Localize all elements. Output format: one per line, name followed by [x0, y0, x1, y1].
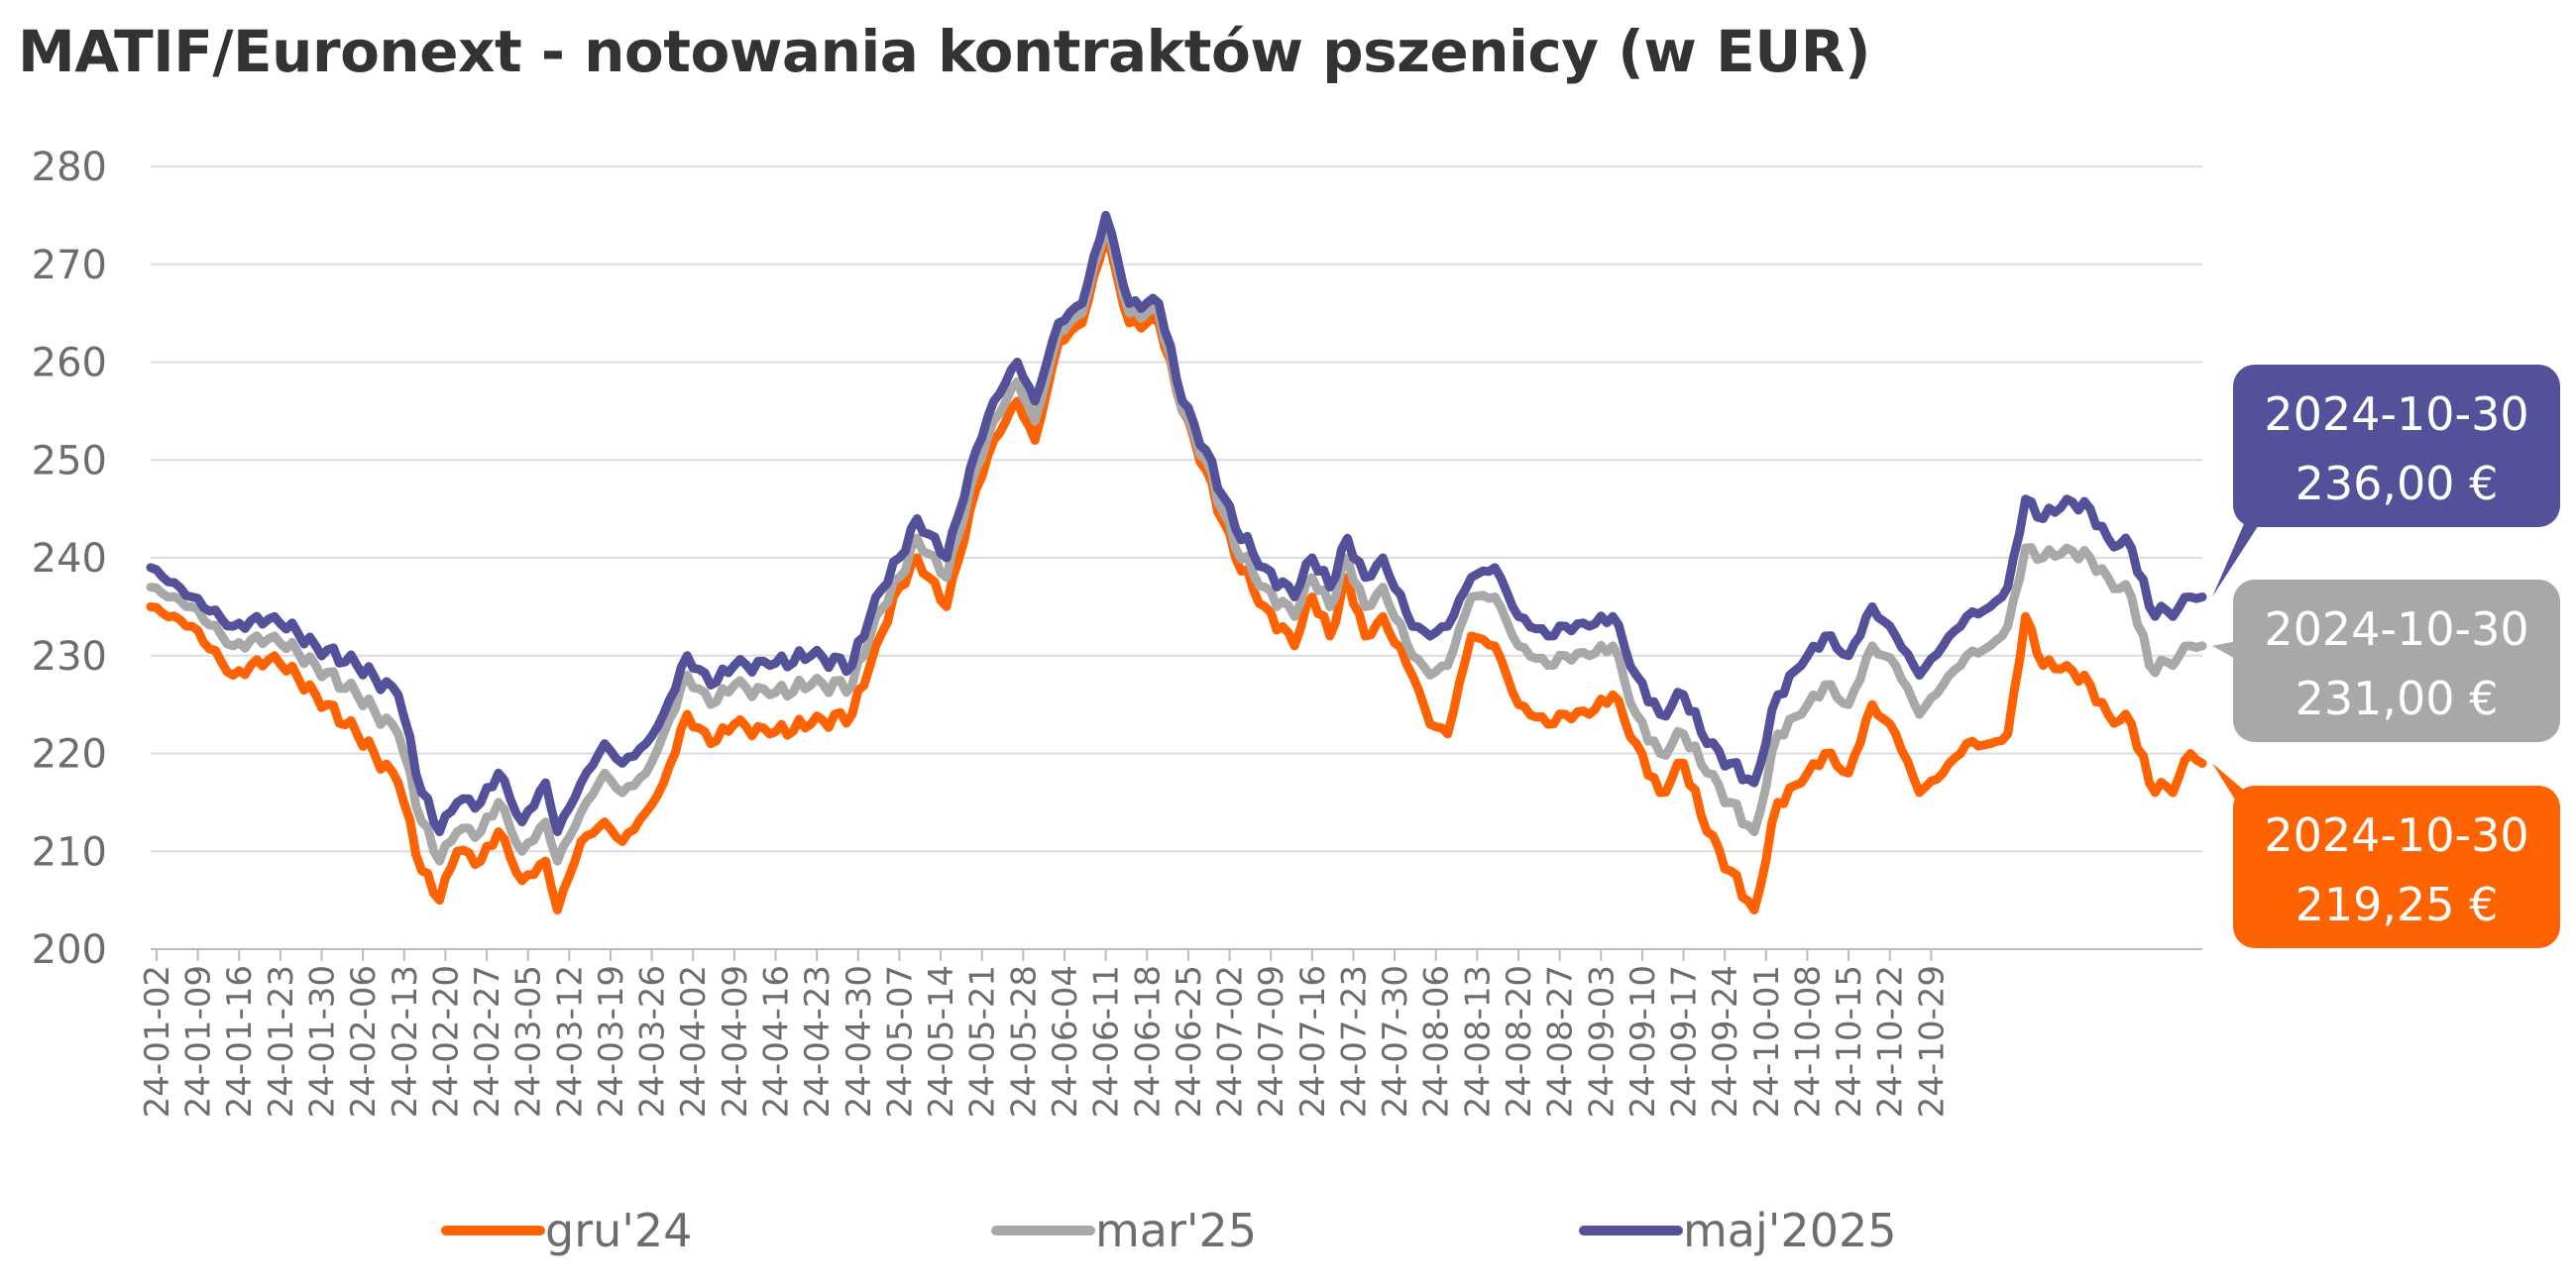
- x-tick-label: 24-10-08: [1788, 965, 1828, 1118]
- x-tick-label: 24-01-30: [303, 965, 343, 1118]
- x-axis-ticks: 24-01-02 24-01-09 24-01-16 24-01-23 24-01-30…: [138, 949, 1952, 1118]
- callout-value: 219,25 €: [2296, 878, 2499, 931]
- legend: gru'24 mar'25 maj'2025: [441, 1204, 1897, 1257]
- y-tick-label: 210: [32, 829, 107, 875]
- x-tick-label: 24-07-09: [1252, 965, 1291, 1118]
- value-callouts: 2024-10-30 236,00 € 2024-10-30 231,00 € 2024…: [2212, 365, 2560, 948]
- x-tick-label: 24-01-16: [220, 965, 260, 1118]
- x-tick-label: 24-06-25: [1170, 965, 1209, 1118]
- x-tick-label: 24-09-17: [1665, 965, 1705, 1118]
- x-tick-label: 24-07-30: [1376, 965, 1415, 1118]
- x-tick-label: 24-09-10: [1624, 965, 1663, 1118]
- x-tick-label: 24-09-03: [1582, 965, 1622, 1118]
- x-tick-label: 24-06-18: [1128, 965, 1168, 1118]
- y-tick-label: 220: [32, 732, 107, 778]
- chart-title: MATIF/Euronext - notowania kontraktów ps…: [18, 18, 1870, 85]
- x-tick-label: 24-06-11: [1087, 965, 1127, 1118]
- y-tick-label: 250: [32, 438, 107, 483]
- x-tick-label: 24-03-05: [509, 965, 549, 1118]
- x-tick-label: 24-08-13: [1458, 965, 1498, 1118]
- x-tick-label: 24-08-20: [1500, 965, 1539, 1118]
- callout-date: 2024-10-30: [2264, 602, 2528, 656]
- x-tick-label: 24-02-06: [344, 965, 384, 1118]
- x-tick-label: 24-02-13: [386, 965, 425, 1118]
- x-tick-label: 24-02-20: [426, 965, 466, 1118]
- y-tick-label: 200: [32, 927, 107, 973]
- x-tick-label: 24-10-01: [1747, 965, 1787, 1118]
- x-tick-label: 24-04-02: [674, 965, 714, 1118]
- x-tick-label: 24-07-23: [1334, 965, 1374, 1118]
- callout-box: [2233, 580, 2560, 742]
- x-tick-label: 24-07-02: [1211, 965, 1251, 1118]
- x-tick-label: 24-09-24: [1706, 965, 1745, 1118]
- x-tick-label: 24-10-29: [1912, 965, 1952, 1118]
- x-tick-label: 24-05-21: [963, 965, 1003, 1118]
- y-axis-ticks: 200 210 220 230 240 250 260 270 280: [32, 145, 107, 973]
- y-tick-label: 270: [32, 243, 107, 288]
- callout-value: 236,00 €: [2296, 457, 2499, 510]
- y-tick-label: 280: [32, 145, 107, 190]
- x-tick-label: 24-08-27: [1541, 965, 1581, 1118]
- x-tick-label: 24-06-04: [1046, 965, 1085, 1118]
- x-tick-label: 24-01-23: [262, 965, 301, 1118]
- x-tick-label: 24-05-07: [880, 965, 920, 1118]
- callout-date: 2024-10-30: [2264, 808, 2528, 862]
- callout-date: 2024-10-30: [2264, 387, 2528, 441]
- legend-label: gru'24: [545, 1204, 692, 1257]
- x-tick-label: 24-01-09: [179, 965, 219, 1118]
- x-tick-label: 24-04-16: [757, 965, 797, 1118]
- x-tick-label: 24-04-23: [798, 965, 838, 1118]
- x-tick-label: 24-04-30: [840, 965, 879, 1118]
- series-line: [146, 220, 2207, 866]
- x-tick-label: 24-10-15: [1830, 965, 1869, 1118]
- series-lines: [146, 210, 2207, 914]
- y-tick-label: 260: [32, 341, 107, 386]
- callout-box: [2233, 786, 2560, 948]
- x-tick-label: 24-05-28: [1004, 965, 1044, 1118]
- x-tick-label: 24-10-22: [1871, 965, 1911, 1118]
- series-line: [146, 210, 2207, 836]
- x-tick-label: 24-07-16: [1293, 965, 1333, 1118]
- y-tick-label: 240: [32, 536, 107, 582]
- y-tick-label: 230: [32, 634, 107, 680]
- x-tick-label: 24-02-27: [468, 965, 507, 1118]
- x-tick-label: 24-03-19: [592, 965, 631, 1118]
- legend-label: mar'25: [1095, 1204, 1257, 1257]
- x-tick-label: 24-03-12: [550, 965, 590, 1118]
- x-tick-label: 24-03-26: [633, 965, 673, 1118]
- x-tick-label: 24-01-02: [138, 965, 177, 1118]
- callout-box: [2233, 365, 2560, 527]
- callout-value: 231,00 €: [2296, 672, 2499, 725]
- gridlines: [151, 165, 2202, 853]
- legend-label: maj'2025: [1683, 1204, 1897, 1257]
- x-tick-label: 24-04-09: [716, 965, 755, 1118]
- x-tick-label: 24-05-14: [922, 965, 961, 1118]
- x-tick-label: 24-08-06: [1417, 965, 1457, 1118]
